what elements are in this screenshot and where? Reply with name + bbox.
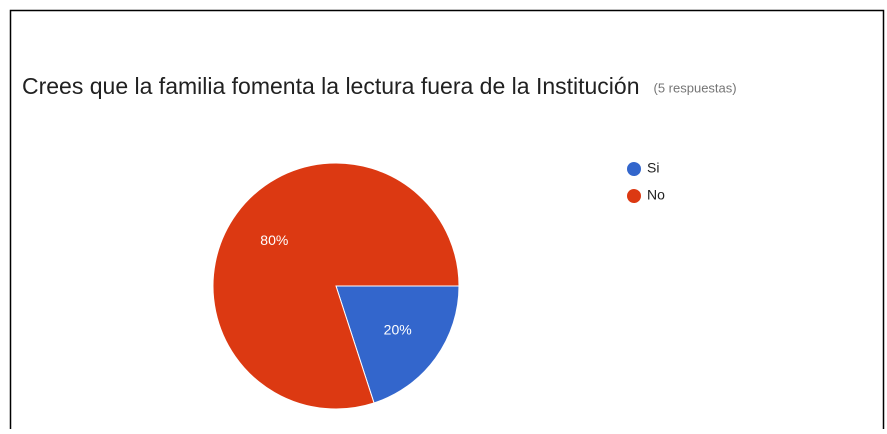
pie-slice [335,285,460,404]
chart-title: Crees que la familia fomenta la lectura … [22,73,640,99]
data-label: 80% [260,232,288,248]
data-label: 20% [384,322,412,338]
pie-slice [212,162,460,410]
legend-swatch [627,162,641,176]
chart-subtitle: (5 respuestas) [654,80,737,95]
legend-label: No [647,187,665,203]
frame [9,9,885,434]
legend-label: Si [647,160,659,176]
legend-swatch [627,189,641,203]
